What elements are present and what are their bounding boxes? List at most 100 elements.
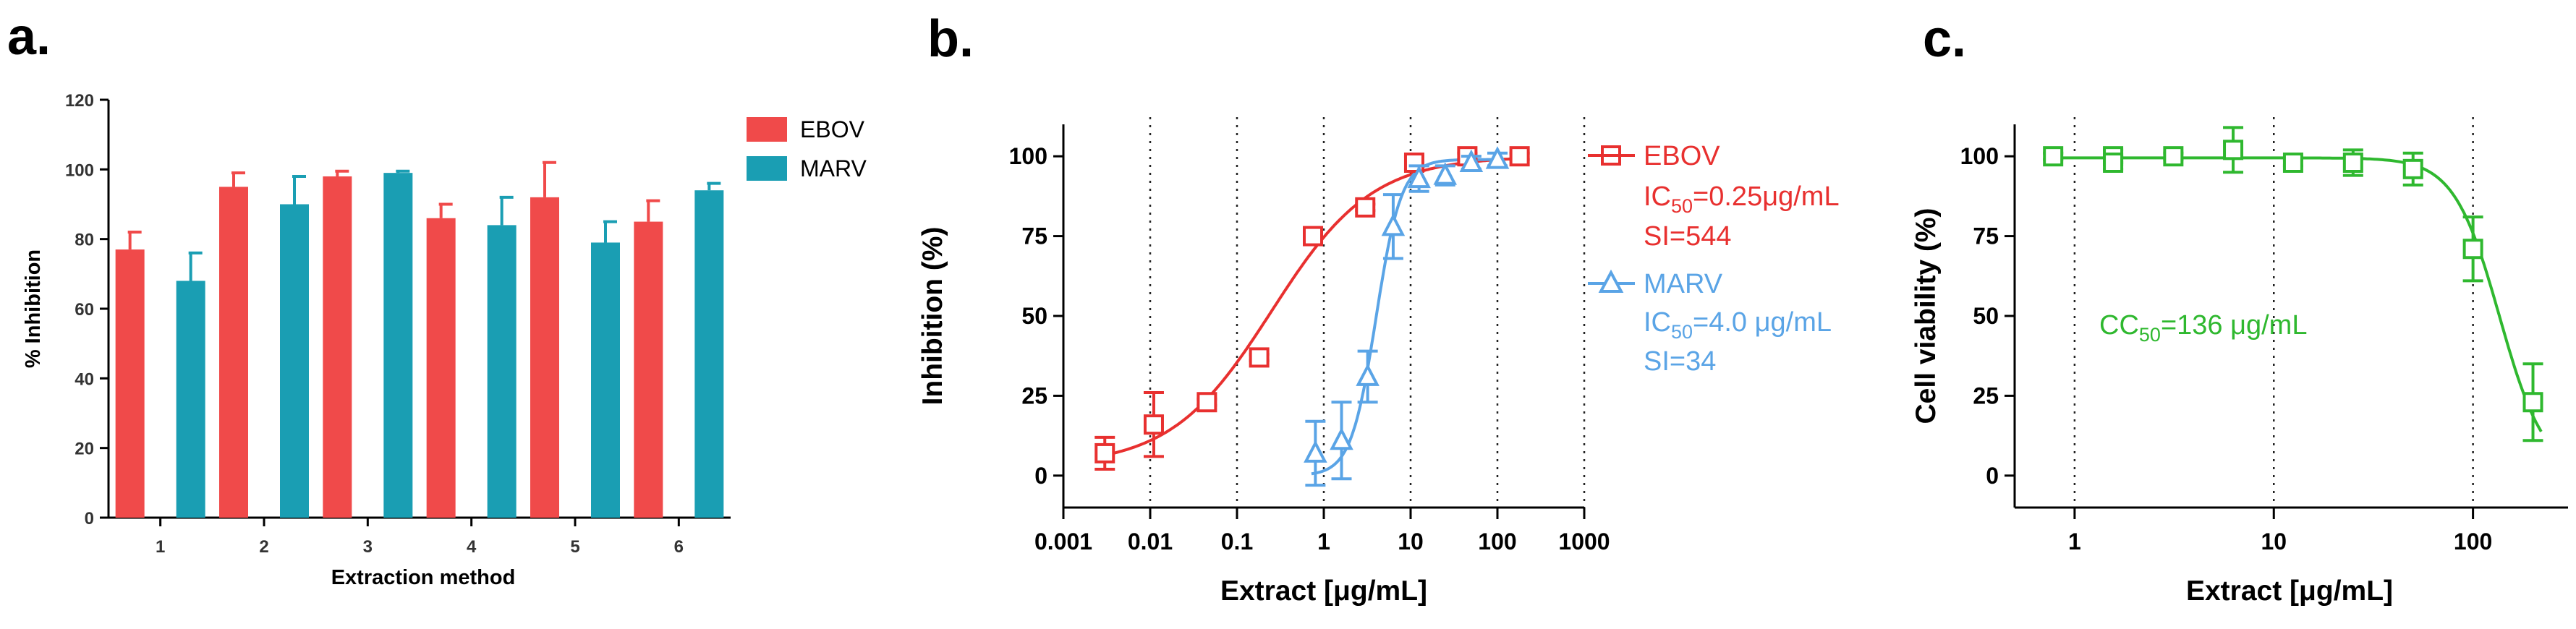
panel-b-point-marv <box>1304 440 1327 463</box>
panel-c-point-cc50 <box>2043 146 2064 167</box>
panel-b-annotation-ebov-si: SI=544 <box>1644 221 1732 252</box>
panel-a-bar-ebov <box>426 218 456 518</box>
panel-b-annotation-ebov-ic50: IC50=0.25μg/mL <box>1644 181 1840 217</box>
panel-c-cytotoxicity: 0 25 50 75 100 1 10 100 Cell viability (%) Ext… <box>1910 117 2568 607</box>
panel-c-y-tick-label: 100 <box>1960 143 1999 169</box>
panel-b-x-tick-label: 1000 <box>1558 529 1610 555</box>
panel-c-point-cc50 <box>2342 153 2363 173</box>
panel-a-legend-swatch-marv <box>747 156 787 181</box>
panel-a-bar-marv <box>591 242 620 518</box>
panel-b-x-tick-label: 0.001 <box>1034 529 1092 555</box>
panel-b-point-marv <box>1407 165 1431 189</box>
panel-c-x-tick-label: 100 <box>2454 529 2492 555</box>
panel-b-point-ebov <box>1509 146 1530 167</box>
panel-a-x-tick-label: 1 <box>156 537 165 557</box>
panel-a-bar-marv <box>383 173 413 518</box>
panel-c-fit-curve-cc50 <box>2044 156 2543 432</box>
panel-a-y-tick-label: 80 <box>75 231 94 250</box>
panel-a-bar-ebov <box>115 249 145 518</box>
panel-c-point-cc50 <box>2103 153 2124 173</box>
panel-c-y-tick-label: 0 <box>1986 463 1999 489</box>
panel-b-y-tick-label: 50 <box>1021 303 1047 329</box>
panel-a-x-tick-label: 6 <box>674 537 684 557</box>
panel-letter-a: a. <box>7 8 51 66</box>
panel-a-x-tick-label: 3 <box>363 537 373 557</box>
panel-a-bar-marv <box>487 225 517 518</box>
panel-b-annot-marv-ic: IC <box>1644 307 1671 338</box>
panel-a-y-tick-label: 120 <box>65 91 94 111</box>
panel-c-annot-cc: CC <box>2099 310 2139 341</box>
panel-b-point-ebov <box>1355 197 1376 218</box>
panel-b-legend-marv: MARV IC50=4.0 μg/mL SI=34 <box>1588 269 1832 377</box>
panel-c-annot-val: =136 μg/mL <box>2161 310 2308 341</box>
panel-b-annot-ebov-val: =0.25μg/mL <box>1693 181 1840 212</box>
panel-c-y-tick-label: 75 <box>1973 223 1999 249</box>
panel-b-point-marv <box>1330 427 1353 450</box>
panel-a-bar-ebov <box>634 221 663 518</box>
panel-a-bar-ebov <box>219 187 248 518</box>
panel-b-y-axis-title: Inhibition (%) <box>917 227 948 406</box>
panel-b-fit-curve-ebov <box>1100 157 1523 458</box>
panel-c-point-cc50 <box>2282 153 2303 173</box>
panel-a-y-axis-title: % Inhibition <box>22 249 45 368</box>
panel-a-y-tick-label: 60 <box>75 300 94 320</box>
panel-b-point-ebov <box>1196 392 1217 413</box>
panel-b-annotation-marv-ic50: IC50=4.0 μg/mL <box>1644 307 1832 343</box>
panel-a-legend-label-marv: MARV <box>800 155 867 181</box>
panel-b-y-tick-label: 75 <box>1021 223 1047 249</box>
panel-b-x-axis-title: Extract [μg/mL] <box>1220 575 1427 607</box>
panel-b-y-tick-label: 0 <box>1034 463 1047 489</box>
panel-c-annotation-cc50: CC50=136 μg/mL <box>2099 310 2307 346</box>
panel-b-y-tick-label: 25 <box>1021 382 1047 408</box>
panel-a-legend-label-ebov: EBOV <box>800 116 865 142</box>
panel-b-x-tick-label: 0.01 <box>1128 529 1173 555</box>
panel-b-annot-marv-val: =4.0 μg/mL <box>1693 307 1832 338</box>
panel-c-annot-sub: 50 <box>2139 324 2161 346</box>
panel-a-x-tick-label: 2 <box>259 537 268 557</box>
panel-a-y-tick-label: 0 <box>85 509 94 529</box>
panel-b-legend-marker-marv <box>1598 269 1624 293</box>
panel-c-x-axis-title: Extract [μg/mL] <box>2186 575 2393 607</box>
panel-b-legend-ebov: EBOV IC50=0.25μg/mL SI=544 <box>1588 141 1840 252</box>
panel-letter-c: c. <box>1923 10 1966 68</box>
panel-b-point-marv <box>1459 149 1484 172</box>
panel-c-y-axis-title: Cell viability (%) <box>1910 207 1942 424</box>
panel-a-bar-marv <box>280 204 309 518</box>
panel-c-y-tick-label: 25 <box>1973 382 1999 408</box>
panel-a-legend-swatch-ebov <box>747 117 787 142</box>
panel-c-point-cc50 <box>2522 392 2543 413</box>
panel-b-annot-ebov-ic: IC <box>1644 181 1671 212</box>
panel-b-fit-curve-marv <box>1311 158 1501 476</box>
panel-b-annot-marv-sub: 50 <box>1671 321 1693 343</box>
panel-a-bar-marv <box>176 281 205 518</box>
panel-a-y-tick-label: 100 <box>65 161 94 180</box>
panel-a-x-tick-label: 5 <box>570 537 579 557</box>
panel-b-annotation-marv-si: SI=34 <box>1644 346 1716 377</box>
panel-a-x-tick-label: 4 <box>467 537 477 557</box>
panel-b-annot-ebov-sub: 50 <box>1671 195 1693 217</box>
panel-a-y-tick-label: 40 <box>75 369 94 389</box>
panel-c-point-cc50 <box>2163 146 2184 167</box>
panel-b-point-marv <box>1433 162 1458 185</box>
panel-c-point-cc50 <box>2402 158 2423 179</box>
panel-b-legend-label-marv: MARV <box>1644 269 1723 299</box>
panel-c-x-tick-label: 10 <box>2261 529 2287 555</box>
panel-a-x-axis-title: Extraction method <box>331 566 516 589</box>
panel-c-y-tick-label: 50 <box>1973 303 1999 329</box>
panel-c-point-cc50 <box>2462 239 2483 260</box>
panel-b-point-ebov <box>1094 442 1115 463</box>
panel-b-x-tick-label: 0.1 <box>1221 529 1253 555</box>
panel-a-bar-ebov <box>323 176 352 518</box>
panel-b-y-tick-label: 100 <box>1009 143 1047 169</box>
panel-c-x-tick-label: 1 <box>2068 529 2081 555</box>
panel-a-bar-chart: 0 20 40 60 80 100 120 1 2 3 4 5 6 % Inhibition Extr… <box>22 91 867 589</box>
panel-b-point-ebov <box>1303 226 1324 247</box>
panel-b-legend-label-ebov: EBOV <box>1644 141 1720 171</box>
panel-letter-b: b. <box>927 10 974 68</box>
panel-a-y-tick-label: 20 <box>75 440 94 459</box>
panel-b-x-tick-label: 10 <box>1398 529 1424 555</box>
panel-a-bar-ebov <box>530 197 559 518</box>
panel-b-point-ebov <box>1143 414 1164 435</box>
panel-b-point-ebov <box>1249 347 1270 368</box>
